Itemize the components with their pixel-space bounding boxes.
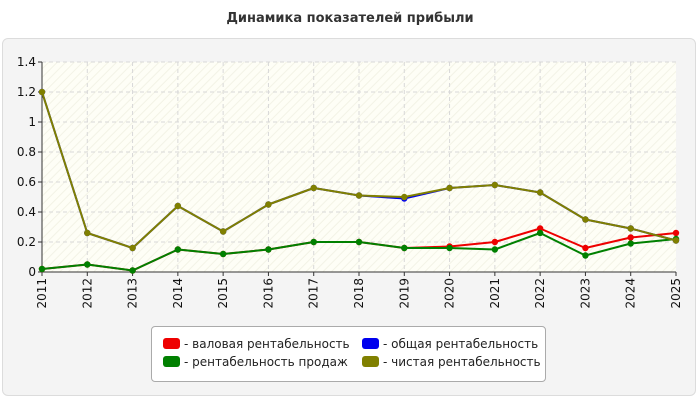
x-tick-label: 2023 (578, 278, 592, 309)
legend-label-prodazh: - рентабельность продаж (184, 355, 348, 369)
x-tick-label: 2012 (80, 278, 94, 309)
x-tick-label: 2016 (261, 278, 275, 309)
x-tick-label: 2015 (216, 278, 230, 309)
y-tick-label: 1.2 (17, 85, 36, 99)
point-prodazh (355, 238, 363, 246)
point-prodazh (310, 238, 317, 246)
point-prodazh (446, 244, 453, 252)
x-tick-label: 2013 (126, 278, 140, 309)
point-prodazh (129, 267, 136, 274)
point-chistaya (491, 181, 499, 189)
x-tick-label: 2021 (488, 278, 502, 309)
point-prodazh (38, 265, 46, 273)
legend-item-chistaya: - чистая рентабельность (362, 354, 541, 370)
x-tick-label: 2018 (352, 278, 366, 309)
legend-swatch-obshaya (362, 338, 379, 349)
legend-item-prodazh: - рентабельность продаж (163, 354, 348, 370)
legend-label-chistaya: - чистая рентабельность (383, 355, 541, 369)
y-tick-label: 0 (28, 265, 36, 279)
point-chistaya (265, 201, 272, 208)
point-chistaya (536, 189, 544, 196)
y-tick-label: 1.4 (17, 55, 36, 69)
grid-lines (42, 61, 676, 272)
point-valovaya (536, 225, 544, 232)
x-tick-label: 2011 (35, 278, 49, 309)
point-chistaya (627, 225, 634, 232)
x-tick-label: 2020 (443, 278, 457, 309)
point-chistaya (310, 184, 317, 192)
y-tick-label: 0.4 (17, 205, 36, 219)
point-chistaya (174, 202, 182, 210)
point-prodazh (491, 246, 499, 253)
point-chistaya (401, 193, 408, 201)
point-prodazh (174, 246, 182, 253)
legend: - валовая рентабельность - общая рентабе… (151, 326, 546, 382)
point-chistaya (355, 192, 363, 199)
point-chistaya (84, 229, 91, 237)
x-tick-label: 2019 (397, 278, 411, 309)
y-tick-label: 1 (28, 115, 36, 129)
point-chistaya (672, 237, 680, 244)
legend-item-obshaya: - общая рентабельность (362, 336, 538, 352)
legend-label-valovaya: - валовая рентабельность (184, 337, 350, 351)
x-tick-label: 2024 (624, 278, 638, 309)
x-tick-label: 2022 (533, 278, 547, 309)
x-tick-labels: 2011 2012 2013 2014 2015 2016 2017 2018 2019 2020… (35, 278, 683, 309)
point-prodazh (582, 252, 589, 259)
point-prodazh (219, 250, 227, 258)
point-valovaya (582, 244, 589, 252)
legend-swatch-valovaya (163, 338, 180, 349)
point-valovaya (672, 229, 680, 237)
legend-swatch-chistaya (362, 356, 379, 367)
point-chistaya (219, 228, 227, 235)
legend-item-valovaya: - валовая рентабельность (163, 336, 350, 352)
point-prodazh (536, 229, 544, 237)
point-valovaya (627, 234, 634, 241)
legend-label-obshaya: - общая рентабельность (383, 337, 539, 351)
x-tick-label: 2025 (669, 278, 683, 309)
y-tick-label: 0.8 (17, 145, 36, 159)
point-prodazh (265, 246, 272, 253)
point-chistaya (129, 244, 136, 252)
legend-swatch-prodazh (163, 356, 180, 367)
y-tick-label: 0.2 (17, 235, 36, 249)
axes (38, 61, 677, 276)
point-chistaya (446, 184, 453, 192)
point-prodazh (84, 261, 91, 268)
point-chistaya (582, 216, 589, 223)
point-valovaya (491, 238, 499, 246)
y-tick-label: 0.6 (17, 175, 36, 189)
y-tick-labels: 0 0.2 0.4 0.6 0.8 1 1.2 1.4 (17, 55, 36, 279)
series-group (38, 88, 680, 274)
point-prodazh (401, 244, 408, 252)
point-prodazh (627, 240, 634, 247)
chart-title: Динамика показателей прибыли (226, 11, 474, 26)
point-chistaya (38, 88, 46, 96)
x-tick-label: 2014 (171, 278, 185, 309)
x-tick-label: 2017 (307, 278, 321, 309)
